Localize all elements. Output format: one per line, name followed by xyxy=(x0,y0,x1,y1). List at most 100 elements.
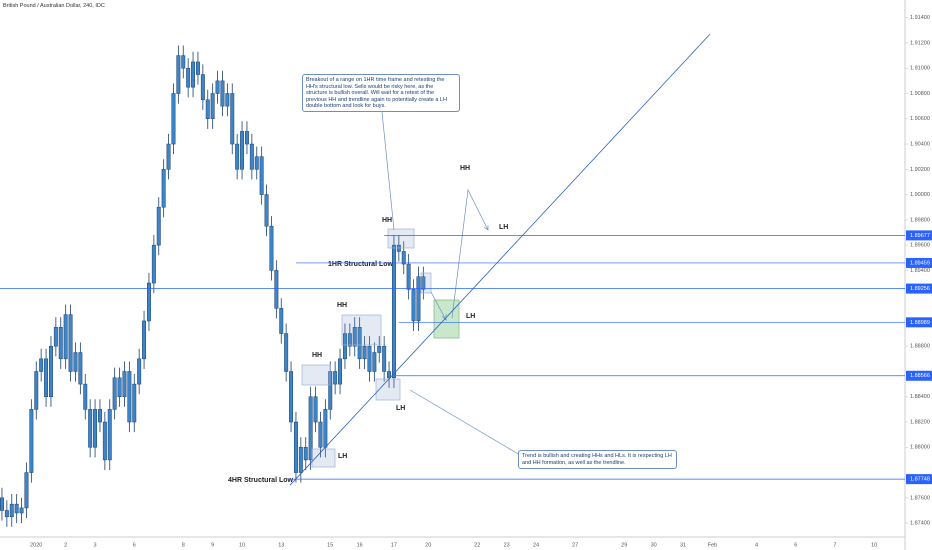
candle-body xyxy=(377,345,382,353)
candle-body xyxy=(122,371,127,397)
candle-body xyxy=(289,371,294,423)
arrow-head xyxy=(483,225,489,231)
level-label-box xyxy=(906,230,932,241)
candle-body xyxy=(220,80,225,107)
y-tick-label: 1.90400 xyxy=(910,141,930,147)
candle-body xyxy=(225,93,230,107)
callout-note: Breakout of a range on 1HR time frame an… xyxy=(302,74,460,112)
candle-body xyxy=(29,409,34,473)
annotation: LH xyxy=(466,313,475,320)
candle-body xyxy=(44,358,49,397)
x-tick-label: 7 xyxy=(833,542,836,548)
candle-body xyxy=(151,244,156,284)
y-tick-label: 1.88400 xyxy=(910,394,930,400)
candle-body xyxy=(107,409,112,461)
annotation: LH xyxy=(499,224,508,231)
candle-body xyxy=(19,507,24,514)
pivot-box xyxy=(301,364,331,386)
x-tick-label: 30 xyxy=(651,542,657,548)
candle-body xyxy=(318,421,323,448)
y-tick-label: 1.87400 xyxy=(910,521,930,527)
candle-body xyxy=(205,99,210,120)
candle-body xyxy=(382,345,387,372)
candle-body xyxy=(68,314,73,372)
y-tick-label: 1.90000 xyxy=(910,192,930,198)
candle-body xyxy=(411,289,416,322)
x-tick-label: 3 xyxy=(94,542,97,548)
y-tick-label: 1.89600 xyxy=(910,243,930,249)
level-label: 1.89256 xyxy=(910,286,930,292)
candle-body xyxy=(24,472,29,509)
candle-body xyxy=(161,169,166,208)
candle-body xyxy=(34,371,39,410)
level-label-box xyxy=(906,257,932,268)
candle-body xyxy=(97,409,102,423)
level-label-box xyxy=(906,283,932,294)
x-tick-label: 31 xyxy=(680,542,686,548)
candle-body xyxy=(137,358,142,385)
level-label: 1.88566 xyxy=(910,373,930,379)
x-tick-label: 23 xyxy=(504,542,510,548)
candle-body xyxy=(416,276,421,322)
candle-body xyxy=(146,282,151,322)
x-tick-label: 9 xyxy=(211,542,214,548)
pivot-box xyxy=(387,228,415,249)
x-tick-label: 8 xyxy=(182,542,185,548)
candle-body xyxy=(333,371,338,385)
candle-body xyxy=(14,503,19,514)
level-label: 1.88989 xyxy=(910,320,930,326)
candle-body xyxy=(127,371,132,423)
candle-body xyxy=(323,409,328,448)
candle-body xyxy=(279,308,284,334)
candle-body xyxy=(298,447,303,473)
candle-body xyxy=(362,345,367,360)
y-tick-label: 1.91000 xyxy=(910,66,930,72)
candle-body xyxy=(200,74,205,101)
x-tick-label: 29 xyxy=(621,542,627,548)
x-tick-label: 15 xyxy=(327,542,333,548)
candle-body xyxy=(264,194,269,227)
candle-body xyxy=(342,333,347,360)
candle-body xyxy=(73,352,78,372)
candle-body xyxy=(249,143,254,170)
candle-body xyxy=(313,396,318,423)
callout-note: Trend is bullish and creating HHs and HL… xyxy=(518,450,677,469)
callout-pointer xyxy=(409,389,521,456)
x-tick-label: 13 xyxy=(278,542,284,548)
candle-body xyxy=(39,358,44,372)
candle-body xyxy=(53,327,58,347)
drawings xyxy=(301,111,521,468)
candle-body xyxy=(274,270,279,309)
candle-body xyxy=(132,383,137,423)
candle-body xyxy=(93,409,98,448)
candle-body xyxy=(63,314,68,360)
x-tick-label: 2020 xyxy=(30,542,42,548)
annotation: HH xyxy=(460,165,470,172)
y-tick-label: 1.88200 xyxy=(910,419,930,425)
candle-body xyxy=(166,143,171,170)
candle-body xyxy=(338,358,343,385)
candle-body xyxy=(367,345,372,372)
callout-pointer xyxy=(381,111,395,231)
candle-body xyxy=(83,383,88,410)
annotation: HH xyxy=(337,302,347,309)
x-tick-label: 6 xyxy=(133,542,136,548)
candle-body xyxy=(88,409,93,448)
candle-body xyxy=(181,55,186,69)
y-tick-label: 1.91200 xyxy=(910,40,930,46)
y-tick-label: 1.88800 xyxy=(910,344,930,350)
projection-arrow xyxy=(430,291,447,321)
candle-body xyxy=(308,396,313,461)
candle-body xyxy=(240,131,245,170)
candle-body xyxy=(269,225,274,271)
candle-body xyxy=(176,55,181,94)
candle-body xyxy=(48,345,53,397)
x-tick-label: 24 xyxy=(533,542,539,548)
candle-body xyxy=(244,131,249,145)
y-tick-label: 1.91400 xyxy=(910,15,930,21)
x-tick-label: 2 xyxy=(64,542,67,548)
level-label-box xyxy=(906,474,932,485)
level-label: 1.87748 xyxy=(910,477,930,483)
